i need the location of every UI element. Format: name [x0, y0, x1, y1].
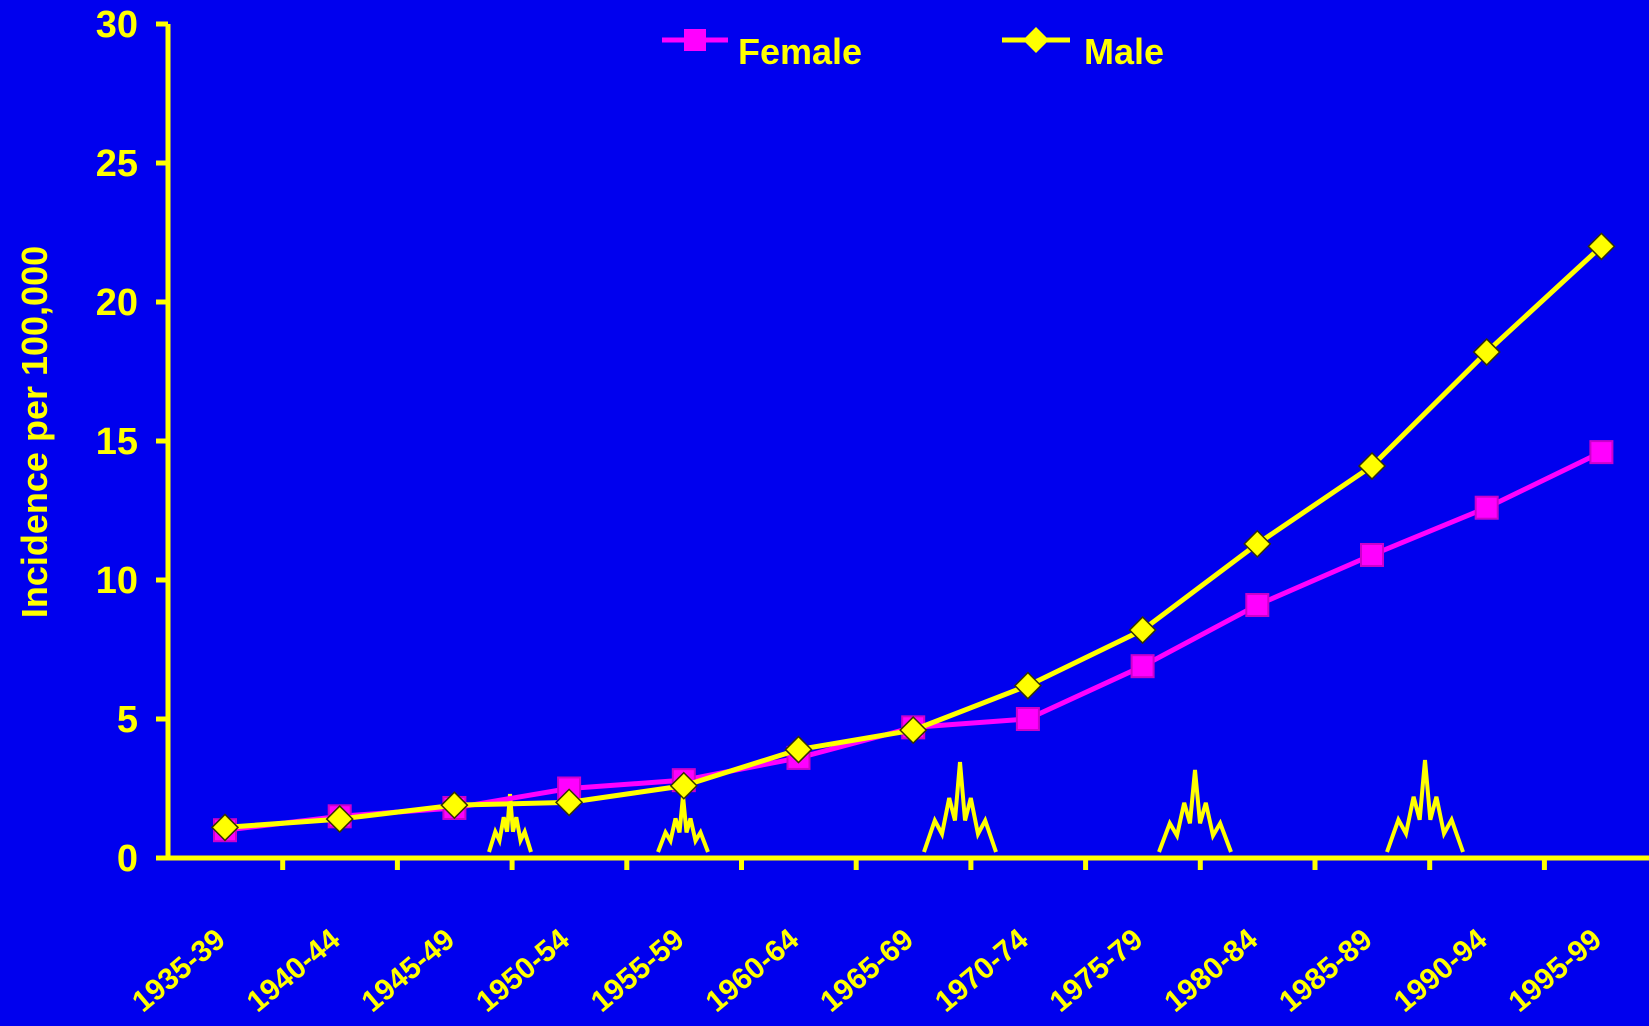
- legend-label-male: Male: [1084, 31, 1164, 72]
- data-point-female-11: [1474, 495, 1499, 520]
- data-point-male-8: [1128, 615, 1157, 645]
- y-tick-label-1: 5: [117, 699, 138, 741]
- data-point-female-10: [1360, 542, 1384, 567]
- data-point-male-9: [1243, 529, 1272, 558]
- series-male: [210, 232, 1616, 842]
- series-layer: [210, 232, 1616, 843]
- y-tick-label-4: 20: [96, 282, 138, 324]
- legend-marker-male: [1023, 27, 1049, 53]
- data-point-female-7: [1015, 707, 1040, 731]
- y-tick-label-5: 25: [96, 143, 138, 185]
- data-point-male-10: [1357, 451, 1387, 481]
- y-tick-label-2: 10: [96, 560, 138, 602]
- y-tick-label-3: 15: [96, 421, 138, 463]
- legend-marker-female: [684, 29, 706, 51]
- data-point-female-8: [1130, 654, 1155, 679]
- y-tick-label-0: 0: [117, 838, 138, 880]
- data-point-female-9: [1245, 593, 1270, 618]
- data-point-female-12: [1589, 440, 1614, 465]
- data-point-male-11: [1472, 337, 1501, 367]
- decorative-spark-4: [1385, 759, 1465, 853]
- decorative-spark-3: [1157, 769, 1233, 853]
- legend-item-female: Female: [662, 29, 862, 72]
- legend: Female Male: [662, 27, 1164, 72]
- data-point-male-7: [1013, 671, 1042, 700]
- legend-label-female: Female: [738, 31, 862, 72]
- data-point-male-4: [669, 771, 698, 800]
- data-point-male-3: [555, 788, 584, 817]
- data-point-male-0: [210, 813, 240, 842]
- data-point-male-5: [784, 735, 813, 764]
- decorative-spark-0: [487, 793, 533, 853]
- decorative-sparks: [487, 759, 1465, 853]
- data-point-male-12: [1587, 232, 1616, 261]
- decorative-spark-2: [922, 761, 998, 853]
- data-point-male-2: [440, 791, 469, 820]
- data-point-male-1: [325, 805, 354, 834]
- y-axis-label: Incidence per 100,000: [14, 246, 55, 618]
- legend-item-male: Male: [1002, 27, 1164, 72]
- data-point-male-6: [899, 716, 928, 745]
- y-tick-label-6: 30: [96, 4, 138, 46]
